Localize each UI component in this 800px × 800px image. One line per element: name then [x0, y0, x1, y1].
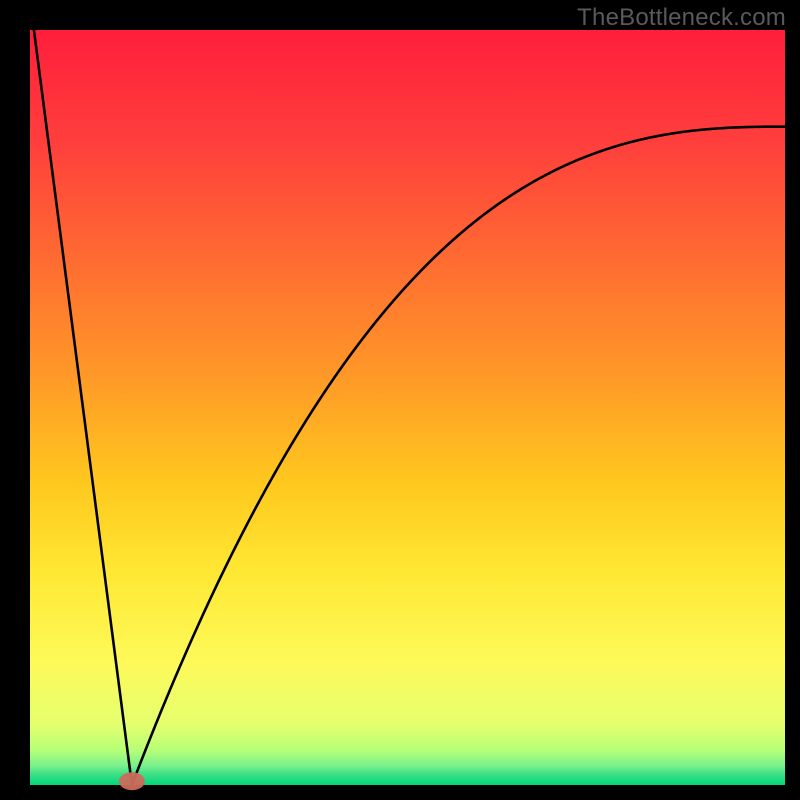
- optimal-point-marker: [119, 772, 145, 790]
- chart-svg: [0, 0, 800, 800]
- chart-container: { "watermark": { "text": "TheBottleneck.…: [0, 0, 800, 800]
- watermark-text: TheBottleneck.com: [577, 4, 786, 32]
- gradient-background: [30, 30, 785, 785]
